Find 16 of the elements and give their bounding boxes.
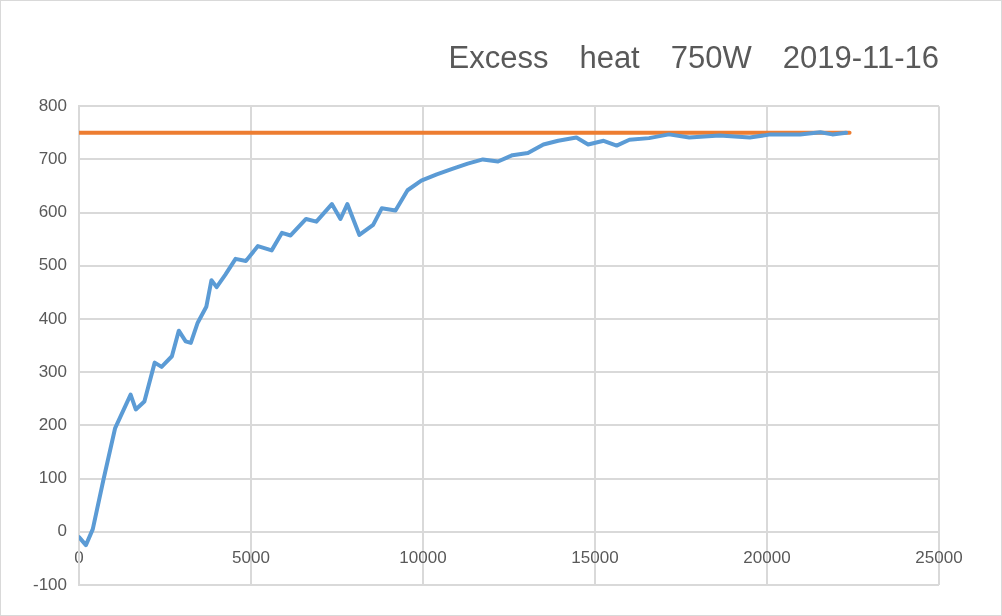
y-tick-label: 0 [57,521,68,541]
y-tick-label: 400 [38,308,68,328]
chart-title: Excess heat 750W 2019-11-16 [448,40,939,76]
y-tick-label: 800 [38,95,68,115]
x-tick-label: 15000 [571,547,619,567]
x-tick-label: 25000 [915,547,963,567]
y-tick-label: 200 [38,415,68,435]
y-tick-label: 600 [38,202,68,222]
y-tick-label: 300 [38,361,68,381]
y-tick-label: 700 [38,149,68,169]
y-tick-label: 500 [38,255,68,275]
x-tick-label: 10000 [399,547,447,567]
x-tick-label: 5000 [232,547,270,567]
x-tick-label: 20000 [743,547,791,567]
y-tick-label: 100 [38,468,68,488]
y-tick-label: -100 [32,574,68,594]
